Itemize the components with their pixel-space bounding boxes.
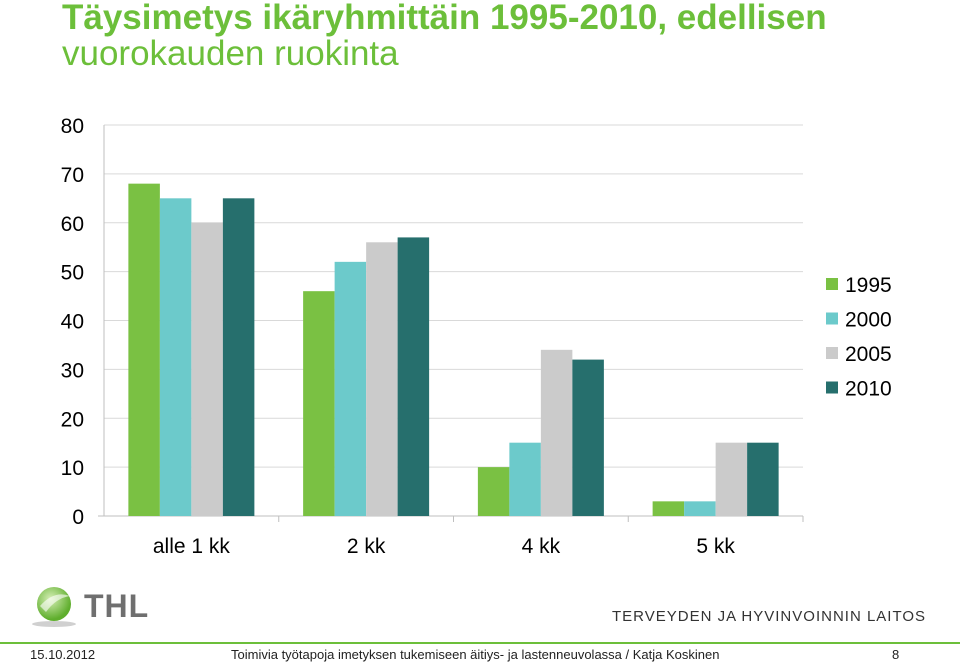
bar-2010 bbox=[572, 359, 604, 516]
institute-name: TERVEYDEN JA HYVINVOINNIN LAITOS bbox=[612, 608, 927, 625]
bar-2010 bbox=[222, 198, 255, 516]
y-tick-label: 10 bbox=[61, 457, 84, 480]
y-tick-label: 0 bbox=[72, 506, 84, 529]
title-line-1: Täysimetys ikäryhmittäin 1995-2010, edel… bbox=[62, 0, 827, 37]
title-line-2: vuorokauden ruokinta bbox=[62, 34, 399, 73]
bar-1995 bbox=[477, 467, 510, 516]
y-tick-label: 60 bbox=[61, 213, 84, 236]
bar-2005 bbox=[715, 442, 748, 516]
page-number: 8 bbox=[892, 647, 900, 662]
x-tick-label: 4 kk bbox=[522, 535, 561, 558]
x-tick-label: 5 kk bbox=[696, 535, 735, 558]
legend-swatch-2005 bbox=[826, 347, 838, 359]
y-tick-label: 70 bbox=[61, 164, 84, 187]
legend-swatch-1995 bbox=[826, 278, 838, 290]
bar-1995 bbox=[128, 183, 160, 516]
y-tick-label: 30 bbox=[61, 359, 84, 382]
y-tick-label: 80 bbox=[61, 115, 84, 138]
bar-2000 bbox=[509, 442, 541, 516]
bar-1995 bbox=[652, 501, 685, 516]
x-tick-label: 2 kk bbox=[347, 535, 386, 558]
logo-text: THL bbox=[84, 588, 150, 624]
thl-logo-icon bbox=[32, 587, 76, 627]
legend-swatch-2000 bbox=[826, 312, 838, 325]
footer-description: Toimivia työtapoja imetyksen tukemiseen … bbox=[231, 647, 720, 662]
bar-1995 bbox=[303, 291, 335, 516]
bar-2000 bbox=[334, 261, 367, 516]
footer: 15.10.2012 Toimivia työtapoja imetyksen … bbox=[0, 642, 960, 663]
bar-2005 bbox=[191, 222, 223, 516]
bar-2005 bbox=[540, 349, 573, 516]
bar-2010 bbox=[747, 442, 779, 516]
legend-label: 1995 bbox=[845, 274, 892, 297]
legend-swatch-2010 bbox=[826, 381, 838, 394]
footer-date: 15.10.2012 bbox=[30, 647, 96, 662]
chart-title: Täysimetys ikäryhmittäin 1995-2010, edel… bbox=[62, 0, 942, 72]
bar-2000 bbox=[684, 501, 716, 516]
bar-2010 bbox=[397, 237, 430, 516]
x-tick-label: alle 1 kk bbox=[153, 535, 231, 558]
y-tick-label: 40 bbox=[61, 311, 84, 334]
legend-label: 2010 bbox=[845, 378, 892, 401]
y-tick-label: 20 bbox=[61, 408, 84, 431]
bar-2000 bbox=[159, 198, 192, 516]
legend-label: 2000 bbox=[845, 309, 892, 332]
legend-label: 2005 bbox=[845, 343, 892, 366]
bar-2005 bbox=[366, 242, 398, 517]
bar-chart: 0 10 20 30 40 50 60 70 80 alle 1 kk 2 kk 4 kk 5 kk 19… bbox=[61, 115, 892, 558]
y-tick-label: 50 bbox=[61, 262, 84, 285]
